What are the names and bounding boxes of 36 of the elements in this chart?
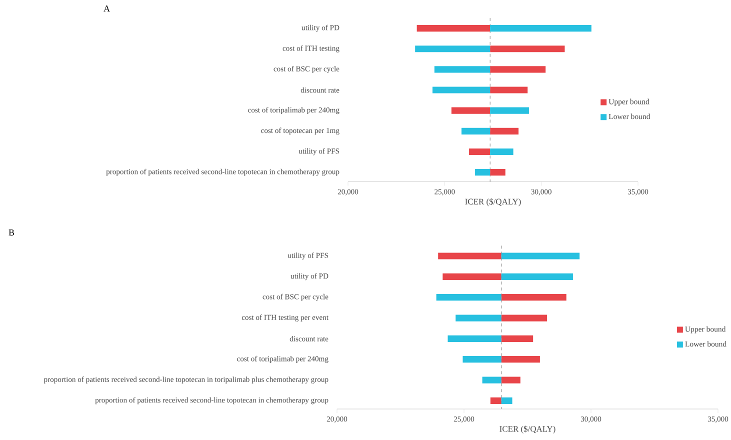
bar	[501, 273, 573, 280]
bar	[475, 169, 490, 176]
bar	[501, 356, 540, 363]
x-axis-title: ICER ($/QALY)	[500, 426, 556, 434]
bar	[490, 86, 528, 94]
bar	[456, 314, 502, 322]
bar	[501, 335, 534, 342]
bar	[490, 46, 565, 52]
bar	[448, 335, 502, 342]
bar	[490, 107, 529, 114]
text: A	[104, 6, 110, 12]
bar	[501, 397, 512, 404]
bar	[501, 252, 580, 260]
bar	[416, 25, 490, 32]
bar	[461, 128, 490, 134]
bar	[490, 128, 519, 134]
bar	[436, 294, 502, 301]
bar	[490, 169, 506, 176]
bar	[490, 25, 592, 32]
bar	[451, 107, 490, 114]
bar	[501, 376, 520, 384]
bar	[462, 356, 502, 363]
bar	[490, 66, 546, 73]
bar	[438, 252, 502, 260]
x-axis-title: ICER ($/QALY)	[465, 198, 521, 206]
bar	[415, 46, 490, 52]
bar	[432, 86, 490, 94]
bar	[501, 314, 548, 322]
bar	[482, 376, 502, 384]
bar	[469, 148, 490, 156]
bar	[434, 66, 490, 73]
bar	[490, 148, 514, 156]
bar	[490, 397, 502, 404]
bar	[442, 273, 502, 280]
text: B	[8, 230, 14, 236]
bar	[501, 294, 566, 301]
